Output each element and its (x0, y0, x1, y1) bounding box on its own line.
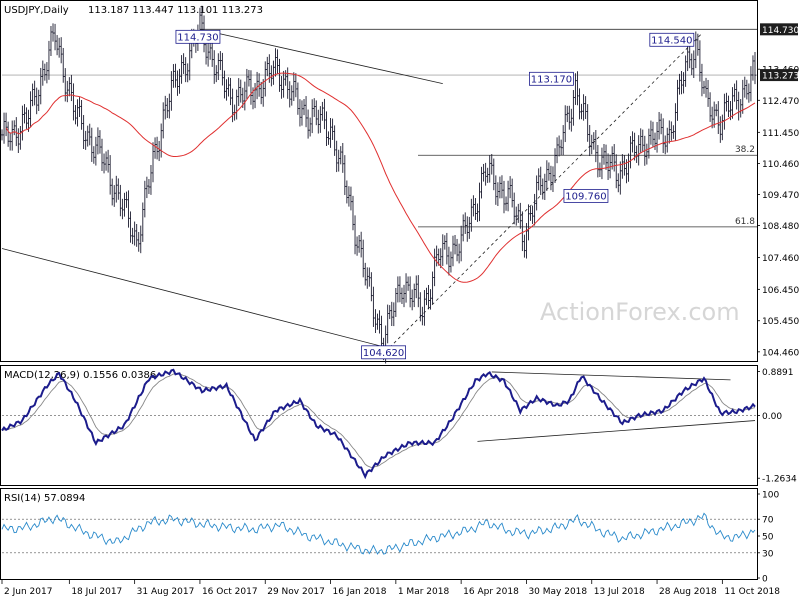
price-annotation-1: 104.620 (361, 345, 407, 360)
macd-tick-label: 0.00 (762, 412, 782, 422)
price-annotation-0: 114.730 (175, 29, 221, 44)
level-label-2: 61.8 (735, 217, 755, 227)
annotation-label: 113.170 (531, 74, 572, 85)
annotation-box (361, 345, 407, 360)
macd-panel-frame (0, 365, 758, 486)
price-annotation-3: 109.760 (563, 188, 609, 203)
price-tick-label: 110.460 (762, 160, 799, 170)
annotation-box (529, 71, 574, 86)
macd-trendline-1 (477, 420, 756, 442)
annotation-box (563, 188, 609, 203)
macd-tick-label: 0.8891 (762, 368, 794, 378)
rsi-line (1, 512, 756, 555)
time-tick-label: 31 Aug 2017 (137, 587, 195, 597)
trendline-2 (389, 33, 703, 348)
time-tick-label: 30 May 2018 (528, 587, 587, 597)
watermark: ActionForex.com (540, 298, 740, 326)
price-tick-label: 107.460 (762, 254, 799, 264)
price-tick-label: 112.470 (762, 97, 799, 107)
price-axis: 114.730113.460113.273112.470111.450110.4… (757, 23, 799, 358)
annotation-box (649, 32, 695, 47)
price-trendlines (1, 28, 703, 348)
time-tick-label: 16 Oct 2017 (202, 587, 258, 597)
price-panel-frame (0, 0, 758, 362)
price-levels: 38.2 61.8 (2, 28, 757, 228)
rsi-tick-label: 30 (762, 549, 774, 559)
price-tick-label: 113.273 (762, 72, 799, 82)
time-tick-label: 1 Mar 2018 (398, 587, 450, 597)
macd-main-line (1, 368, 756, 480)
rsi-panel-frame (0, 488, 758, 580)
macd-lines (1, 368, 756, 480)
time-tick-label: 18 Jul 2017 (71, 587, 122, 597)
price-tick-highlight (760, 23, 798, 36)
price-annotations: 114.730 104.620 113.170 109.760 114.540 (175, 29, 695, 360)
rsi-tick-label: 100 (762, 491, 779, 501)
rsi-panel: RSI(14) 57.0894 100 70 50 30 0 (0, 488, 779, 585)
price-tick-label: 109.470 (762, 191, 799, 201)
trendline-1 (1, 248, 384, 348)
price-tick-label: 111.450 (762, 129, 799, 139)
price-annotation-4: 114.540 (649, 32, 695, 47)
rsi-tick-label: 70 (762, 516, 774, 526)
price-bars (0, 5, 757, 364)
time-axis: 2 Jun 2017 18 Jul 2017 31 Aug 2017 16 Oct 2… (1, 580, 780, 597)
annotation-label: 114.540 (651, 35, 692, 46)
price-tick-label: 114.730 (762, 26, 799, 36)
moving-average-line (5, 72, 756, 283)
annotation-label: 114.730 (177, 32, 218, 43)
moving-average (5, 72, 756, 283)
price-tick-label: 104.460 (762, 348, 799, 358)
macd-trendlines (477, 371, 756, 442)
price-annotation-2: 113.170 (529, 71, 574, 86)
level-label-1: 38.2 (735, 145, 755, 155)
macd-panel: MACD(12,26,9) 0.1556 0.0386 0.8891 0.00 -1… (0, 365, 797, 486)
macd-axis: 0.8891 0.00 -1.2634 (757, 368, 797, 485)
price-tick-label: 108.480 (762, 222, 799, 232)
time-tick-label: 11 Oct 2018 (724, 587, 780, 597)
price-tick-label: 105.450 (762, 317, 799, 327)
price-tick-label: 106.450 (762, 286, 799, 296)
rsi-series-line (1, 512, 756, 555)
time-tick-label: 28 Aug 2018 (659, 587, 717, 597)
macd-label: MACD(12,26,9) 0.1556 0.0386 (4, 370, 156, 381)
price-panel: USDJPY,Daily 113.187 113.447 113.101 113… (0, 0, 799, 364)
time-tick-label: 16 Jan 2018 (333, 587, 387, 597)
rsi-tick-label: 50 (762, 533, 774, 543)
time-tick-label: 2 Jun 2017 (4, 587, 52, 597)
time-tick-label: 29 Nov 2017 (267, 587, 325, 597)
macd-trendline-0 (491, 371, 731, 381)
time-tick-label: 13 Jul 2018 (594, 587, 645, 597)
annotation-box (175, 29, 221, 44)
price-tick-highlight (760, 69, 798, 82)
annotation-label: 104.620 (363, 348, 404, 359)
time-tick-label: 16 Apr 2018 (463, 587, 519, 597)
rsi-label: RSI(14) 57.0894 (4, 493, 85, 504)
rsi-axis: 100 70 50 30 0 (757, 491, 779, 585)
symbol-label: USDJPY,Daily (4, 5, 69, 16)
annotation-label: 109.760 (565, 191, 606, 202)
price-bar (753, 52, 757, 85)
rsi-levels (2, 518, 757, 554)
rsi-tick-label: 0 (762, 575, 768, 585)
ohlc-label: 113.187 113.447 113.101 113.273 (88, 5, 263, 16)
macd-tick-label: -1.2634 (762, 475, 797, 485)
trendline-0 (199, 28, 443, 85)
